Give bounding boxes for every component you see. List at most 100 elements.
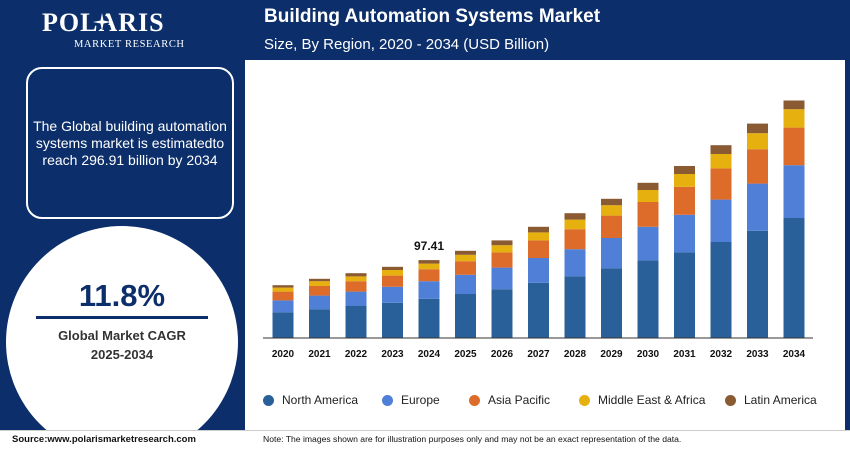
bar-segment-2032-europe: [710, 199, 732, 242]
bar-segment-2027-middle-east-africa: [528, 232, 549, 241]
bar-segment-2027-asia-pacific: [528, 240, 549, 258]
bar-segment-2020-middle-east-africa: [272, 287, 294, 292]
bar-segment-2034-europe: [783, 165, 805, 218]
x-tick-label-2021: 2021: [308, 349, 331, 360]
cagr-value: 11.8%: [78, 278, 166, 313]
bar-segment-2028-asia-pacific: [564, 229, 586, 250]
bar-segment-2021-europe: [309, 295, 330, 310]
chart-area: 2020 2021 2022 2023 2024 2025 2026 2027 2028 2029…: [245, 60, 845, 430]
bar-segment-2029-europe: [601, 238, 622, 269]
legend-swatch: [725, 394, 736, 406]
x-tick-label-2032: 2032: [710, 349, 733, 360]
x-tick-label-2033: 2033: [746, 349, 769, 360]
bar-segment-2027-north-america: [528, 282, 549, 338]
legend-item-asia-pacific: Asia Pacific: [469, 390, 550, 410]
bar-segment-2034-asia-pacific: [783, 127, 805, 166]
bar-segment-2025-asia-pacific: [455, 261, 476, 275]
bar-segment-2025-middle-east-africa: [455, 254, 476, 262]
legend-swatch: [382, 394, 393, 406]
left-panel: POLARIS MARKET RESEARCH The Global build…: [0, 0, 245, 450]
disclaimer-note: Note: The images shown are for illustrat…: [263, 434, 682, 444]
x-tick-label-2024: 2024: [418, 349, 441, 360]
x-tick-label-2028: 2028: [564, 349, 587, 360]
bars-layer: [272, 100, 805, 338]
legend-label: Middle East & Africa: [598, 393, 706, 407]
brand-tagline: MARKET RESEARCH: [74, 39, 185, 50]
bar-segment-2021-middle-east-africa: [309, 281, 330, 286]
bar-segment-2031-europe: [674, 214, 695, 253]
bar-segment-2033-asia-pacific: [747, 149, 768, 184]
bar-segment-2024-europe: [418, 281, 440, 299]
source-text: Source:www.polarismarketresearch.com: [12, 434, 196, 445]
bar-segment-2032-asia-pacific: [710, 168, 732, 200]
bar-segment-2033-europe: [747, 183, 768, 231]
bar-segment-2023-middle-east-africa: [382, 270, 403, 276]
bar-segment-2032-middle-east-africa: [710, 154, 732, 169]
info-text: The Global building automation systems m…: [33, 117, 227, 168]
bar-segment-2033-middle-east-africa: [747, 133, 768, 150]
cagr-circle: 11.8% Global Market CAGR 2025-2034: [6, 226, 238, 450]
bar-segment-2022-north-america: [345, 306, 367, 338]
bar-segment-2022-latin-america: [345, 273, 367, 277]
cagr-label: Global Market CAGR 2025-2034: [6, 326, 238, 364]
legend-label: Latin America: [744, 393, 817, 407]
bar-segment-2029-asia-pacific: [601, 215, 622, 238]
x-tick-label-2034: 2034: [783, 349, 806, 360]
bar-segment-2026-middle-east-africa: [491, 245, 513, 253]
bar-segment-2032-north-america: [710, 242, 732, 338]
data-label-2024: 97.41: [414, 239, 444, 253]
legend-swatch: [263, 394, 274, 406]
brand-logo: POLARIS MARKET RESEARCH: [30, 6, 215, 54]
legend-item-north-america: North America: [263, 390, 358, 410]
legend-item-latin-america: Latin America: [725, 390, 817, 410]
bar-segment-2026-asia-pacific: [491, 252, 513, 268]
legend-label: North America: [282, 393, 359, 407]
bar-segment-2024-asia-pacific: [418, 269, 440, 282]
bar-segment-2023-north-america: [382, 302, 403, 338]
bar-segment-2025-north-america: [455, 294, 476, 338]
bar-segment-2031-middle-east-africa: [674, 174, 695, 187]
bar-segment-2030-north-america: [637, 260, 659, 338]
cagr-label-line2: 2025-2034: [90, 347, 154, 362]
bar-segment-2020-europe: [272, 300, 294, 313]
bar-segment-2026-europe: [491, 267, 513, 290]
bar-segment-2030-middle-east-africa: [637, 190, 659, 202]
bar-segment-2021-asia-pacific: [309, 286, 330, 296]
legend-label: Asia Pacific: [488, 393, 551, 407]
x-tick-label-2026: 2026: [491, 349, 514, 360]
polaris-star-icon: [93, 13, 111, 31]
bar-segment-2021-north-america: [309, 309, 330, 338]
bar-segment-2025-latin-america: [455, 250, 476, 255]
bar-segment-2027-europe: [528, 258, 549, 283]
bar-segment-2022-middle-east-africa: [345, 276, 367, 282]
bar-segment-2031-latin-america: [674, 166, 695, 174]
bar-segment-2029-north-america: [601, 268, 622, 338]
bar-segment-2031-asia-pacific: [674, 186, 695, 215]
bar-segment-2030-europe: [637, 226, 659, 261]
bar-segment-2027-latin-america: [528, 226, 549, 233]
bar-segment-2026-latin-america: [491, 240, 513, 246]
bar-segment-2023-europe: [382, 286, 403, 303]
bar-segment-2022-asia-pacific: [345, 281, 367, 292]
bar-segment-2028-middle-east-africa: [564, 219, 586, 230]
info-box: The Global building automation systems m…: [26, 67, 234, 219]
bar-segment-2029-latin-america: [601, 198, 622, 206]
chart-legend: North America Europe Asia Pacific Middle Ea…: [263, 390, 838, 410]
x-tick-label-2023: 2023: [381, 349, 404, 360]
bar-segment-2023-latin-america: [382, 266, 403, 270]
x-tick-label-2031: 2031: [673, 349, 696, 360]
footer: Source:www.polarismarketresearch.com Not…: [0, 430, 850, 450]
bar-segment-2033-north-america: [747, 230, 768, 338]
x-tick-labels: 2020 2021 2022 2023 2024 2025 2026 2027 2028 2029…: [272, 349, 806, 360]
bar-segment-2030-asia-pacific: [637, 202, 659, 227]
bar-segment-2031-north-america: [674, 252, 695, 338]
bar-segment-2024-middle-east-africa: [418, 263, 440, 270]
x-tick-label-2030: 2030: [637, 349, 660, 360]
bar-segment-2020-asia-pacific: [272, 291, 294, 301]
bar-segment-2029-middle-east-africa: [601, 205, 622, 216]
x-tick-label-2025: 2025: [454, 349, 477, 360]
bar-segment-2020-latin-america: [272, 285, 294, 288]
bar-segment-2025-europe: [455, 274, 476, 294]
chart-subtitle: Size, By Region, 2020 - 2034 (USD Billio…: [264, 36, 550, 53]
